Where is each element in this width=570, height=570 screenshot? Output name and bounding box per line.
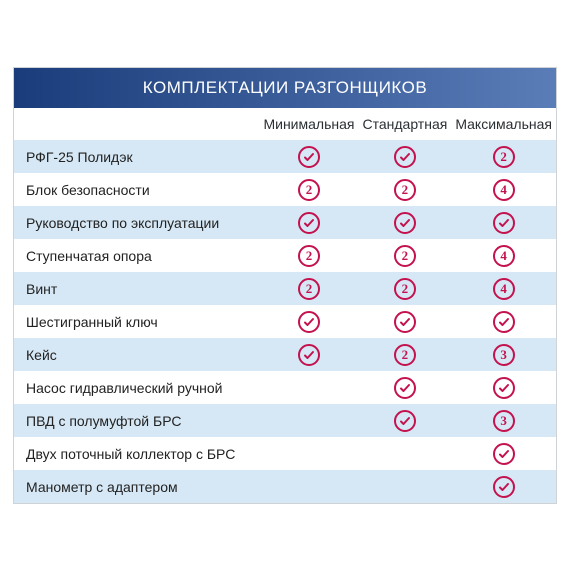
row-label: Манометр с адаптером bbox=[14, 470, 259, 503]
row-cell bbox=[259, 470, 358, 503]
row-cell bbox=[259, 404, 358, 437]
check-icon bbox=[298, 146, 320, 168]
check-icon bbox=[493, 377, 515, 399]
comparison-table: Минимальная Стандартная Максимальная РФГ… bbox=[14, 108, 556, 503]
row-cell bbox=[358, 305, 451, 338]
count-icon: 4 bbox=[493, 179, 515, 201]
row-cell bbox=[358, 140, 451, 173]
row-cell bbox=[259, 305, 358, 338]
table-body: РФГ-25 Полидэк 2 Блок безопасности 2 2 4 Руков… bbox=[14, 140, 556, 503]
row-cell bbox=[358, 371, 451, 404]
table-row: Насос гидравлический ручной bbox=[14, 371, 556, 404]
check-icon bbox=[394, 377, 416, 399]
check-icon bbox=[298, 311, 320, 333]
table-row: РФГ-25 Полидэк 2 bbox=[14, 140, 556, 173]
row-cell: 2 bbox=[259, 173, 358, 206]
header-col-0: Минимальная bbox=[259, 108, 358, 140]
table-title: КОМПЛЕКТАЦИИ РАЗГОНЩИКОВ bbox=[14, 68, 556, 108]
check-icon bbox=[493, 443, 515, 465]
row-cell bbox=[259, 338, 358, 371]
row-label: Ступенчатая опора bbox=[14, 239, 259, 272]
count-icon: 2 bbox=[394, 245, 416, 267]
row-cell bbox=[358, 437, 451, 470]
row-cell: 4 bbox=[451, 173, 556, 206]
count-icon: 2 bbox=[298, 278, 320, 300]
row-cell bbox=[259, 140, 358, 173]
row-cell bbox=[259, 206, 358, 239]
row-cell: 2 bbox=[451, 140, 556, 173]
check-icon bbox=[298, 212, 320, 234]
row-cell: 3 bbox=[451, 338, 556, 371]
row-cell bbox=[358, 206, 451, 239]
count-icon: 2 bbox=[298, 245, 320, 267]
row-label: Винт bbox=[14, 272, 259, 305]
check-icon bbox=[493, 212, 515, 234]
row-label: Двух поточный коллектор с БРС bbox=[14, 437, 259, 470]
header-col-2: Максимальная bbox=[451, 108, 556, 140]
row-cell bbox=[358, 470, 451, 503]
row-cell bbox=[451, 206, 556, 239]
row-cell: 2 bbox=[358, 338, 451, 371]
header-col-1: Стандартная bbox=[358, 108, 451, 140]
count-icon: 2 bbox=[394, 179, 416, 201]
row-label: ПВД с полумуфтой БРС bbox=[14, 404, 259, 437]
check-icon bbox=[394, 311, 416, 333]
check-icon bbox=[394, 410, 416, 432]
row-cell: 2 bbox=[259, 239, 358, 272]
row-cell: 4 bbox=[451, 272, 556, 305]
row-cell bbox=[259, 437, 358, 470]
table-row: Шестигранный ключ bbox=[14, 305, 556, 338]
row-label: Блок безопасности bbox=[14, 173, 259, 206]
table-row: Манометр с адаптером bbox=[14, 470, 556, 503]
count-icon: 4 bbox=[493, 245, 515, 267]
count-icon: 2 bbox=[298, 179, 320, 201]
count-icon: 3 bbox=[493, 344, 515, 366]
row-cell: 4 bbox=[451, 239, 556, 272]
row-cell: 2 bbox=[358, 173, 451, 206]
check-icon bbox=[298, 344, 320, 366]
row-label: РФГ-25 Полидэк bbox=[14, 140, 259, 173]
table-row: Винт 2 2 4 bbox=[14, 272, 556, 305]
table-row: Блок безопасности 2 2 4 bbox=[14, 173, 556, 206]
row-cell bbox=[451, 305, 556, 338]
table-row: Ступенчатая опора 2 2 4 bbox=[14, 239, 556, 272]
check-icon bbox=[493, 476, 515, 498]
row-cell: 2 bbox=[358, 272, 451, 305]
table-header-row: Минимальная Стандартная Максимальная bbox=[14, 108, 556, 140]
table-row: ПВД с полумуфтой БРС 3 bbox=[14, 404, 556, 437]
check-icon bbox=[394, 146, 416, 168]
count-icon: 2 bbox=[493, 146, 515, 168]
count-icon: 2 bbox=[394, 344, 416, 366]
count-icon: 3 bbox=[493, 410, 515, 432]
row-cell bbox=[451, 371, 556, 404]
count-icon: 4 bbox=[493, 278, 515, 300]
row-cell bbox=[358, 404, 451, 437]
row-cell: 2 bbox=[259, 272, 358, 305]
table-row: Двух поточный коллектор с БРС bbox=[14, 437, 556, 470]
table-row: Руководство по эксплуатации bbox=[14, 206, 556, 239]
row-cell bbox=[259, 371, 358, 404]
row-cell: 3 bbox=[451, 404, 556, 437]
count-icon: 2 bbox=[394, 278, 416, 300]
row-cell bbox=[451, 470, 556, 503]
check-icon bbox=[493, 311, 515, 333]
check-icon bbox=[394, 212, 416, 234]
table-row: Кейс 2 3 bbox=[14, 338, 556, 371]
row-cell: 2 bbox=[358, 239, 451, 272]
row-cell bbox=[451, 437, 556, 470]
comparison-table-frame: КОМПЛЕКТАЦИИ РАЗГОНЩИКОВ Минимальная Ста… bbox=[13, 67, 557, 504]
header-empty bbox=[14, 108, 259, 140]
row-label: Руководство по эксплуатации bbox=[14, 206, 259, 239]
row-label: Кейс bbox=[14, 338, 259, 371]
row-label: Шестигранный ключ bbox=[14, 305, 259, 338]
row-label: Насос гидравлический ручной bbox=[14, 371, 259, 404]
